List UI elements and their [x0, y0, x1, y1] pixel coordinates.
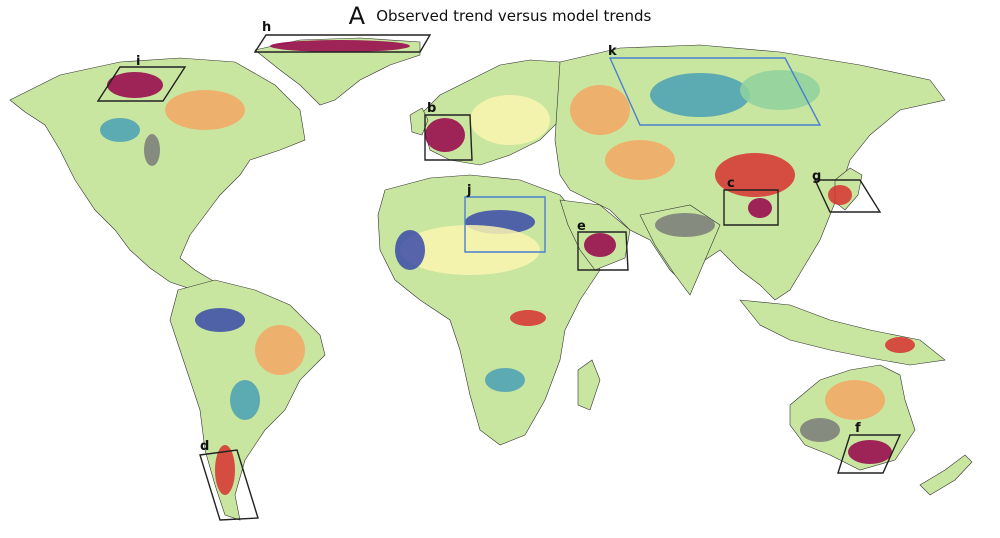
- region-label-k: k: [608, 44, 617, 59]
- patch-russia-orange: [570, 85, 630, 135]
- new-zealand: [919, 454, 973, 496]
- region-boxes: h i b k j c g e d f: [96, 20, 902, 521]
- patch-china-red: [715, 153, 795, 197]
- region-box-i: [96, 66, 187, 102]
- patch-central-asia-orange: [605, 140, 675, 180]
- region-label-e: e: [577, 219, 586, 234]
- region-box-f: [837, 434, 902, 474]
- region-box-h: [253, 34, 432, 53]
- patch-amazon-orange: [255, 325, 305, 375]
- patch-iberia-red: [425, 118, 465, 152]
- patch-sahara-yellow: [400, 225, 540, 275]
- patch-greenland-red: [270, 40, 410, 52]
- patch-north-canada-red: [107, 72, 163, 98]
- region-box-j: [464, 196, 546, 253]
- trend-patches: [100, 40, 915, 495]
- region-label-h: h: [262, 20, 271, 35]
- region-label-i: i: [136, 54, 140, 69]
- patch-arabia-red: [584, 233, 616, 257]
- region-box-g: [813, 179, 882, 213]
- patch-east-asia-red: [828, 185, 852, 205]
- patch-se-australia-red: [848, 440, 892, 464]
- greenland: [254, 37, 421, 106]
- patch-south-africa-teal: [485, 368, 525, 392]
- figure-title: A Observed trend versus model trends: [0, 2, 1000, 30]
- patch-west-australia-gray: [800, 418, 840, 442]
- patch-south-america-teal: [230, 380, 260, 420]
- patch-east-africa-red: [510, 310, 546, 326]
- madagascar: [577, 359, 601, 411]
- patch-europe-yellow: [470, 95, 550, 145]
- region-label-f: f: [855, 421, 861, 436]
- region-label-d: d: [200, 439, 209, 454]
- panel-title: Observed trend versus model trends: [376, 7, 652, 25]
- patch-us-teal: [100, 118, 140, 142]
- southeast-asia-islands: [739, 299, 946, 366]
- patch-north-australia-orange: [825, 380, 885, 420]
- region-label-j: j: [466, 183, 471, 198]
- region-box-c: [723, 189, 779, 226]
- region-box-k: [608, 57, 822, 126]
- north-america: [9, 57, 306, 293]
- patch-us-gray: [144, 134, 160, 166]
- patch-amazon-blue: [195, 308, 245, 332]
- region-label-b: b: [427, 101, 436, 116]
- region-box-e: [577, 231, 629, 271]
- patch-canada-orange: [165, 90, 245, 130]
- region-label-g: g: [812, 169, 821, 184]
- region-box-b: [424, 114, 473, 161]
- patch-indonesia-red: [885, 337, 915, 353]
- patch-andes-red: [215, 445, 235, 495]
- patch-siberia-green: [740, 70, 820, 110]
- patch-china-darkred: [748, 198, 772, 218]
- patch-west-africa-blue: [395, 230, 425, 270]
- patch-siberia-teal: [650, 73, 750, 117]
- region-box-d: [199, 449, 259, 521]
- patch-tibet-gray: [655, 213, 715, 237]
- region-label-c: c: [727, 176, 735, 191]
- panel-letter: A: [348, 2, 366, 30]
